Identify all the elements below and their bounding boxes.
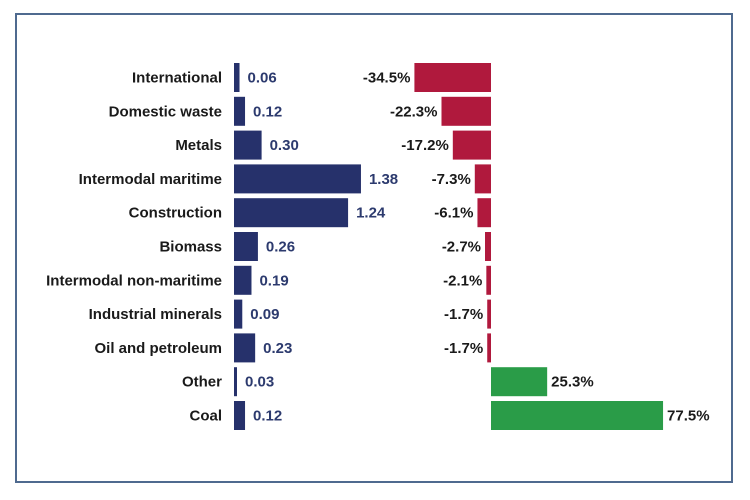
change-label-oil-and-petroleum: -1.7% [444,340,483,357]
category-label-metals: Metals [175,137,222,154]
value-label-international: 0.06 [248,70,277,87]
category-label-intermodal-non-maritime: Intermodal non-maritime [46,272,222,289]
change-label-other: 25.3% [551,374,594,391]
category-label-international: International [132,70,222,87]
value-bar-biomass [234,232,258,261]
value-bar-metals [234,130,262,160]
value-label-domestic-waste: 0.12 [253,103,282,120]
value-bar-intermodal-non-maritime [234,265,252,295]
change-bar-metals [452,130,491,160]
value-bar-intermodal-maritime [234,164,361,194]
value-bar-oil-and-petroleum [234,333,256,363]
value-label-coal: 0.12 [253,408,282,425]
change-bar-intermodal-non-maritime [486,265,491,295]
value-bar-international [234,63,240,92]
value-label-industrial-minerals: 0.09 [250,306,279,323]
change-label-metals: -17.2% [401,137,449,154]
value-label-construction: 1.24 [356,205,386,222]
change-label-international: -34.5% [363,70,411,87]
value-bar-industrial-minerals [234,299,243,329]
value-bar-coal [234,401,246,430]
category-label-construction: Construction [129,205,222,222]
category-label-industrial-minerals: Industrial minerals [89,306,222,323]
change-bar-oil-and-petroleum [487,333,491,363]
change-bar-coal [491,401,664,430]
change-label-coal: 77.5% [667,408,710,425]
change-label-construction: -6.1% [434,205,473,222]
change-bar-industrial-minerals [487,299,491,329]
change-bar-intermodal-maritime [474,164,491,194]
value-label-metals: 0.30 [270,137,299,154]
change-bar-construction [477,198,491,228]
change-bar-biomass [485,232,491,261]
value-label-intermodal-non-maritime: 0.19 [259,272,288,289]
change-label-intermodal-non-maritime: -2.1% [443,272,482,289]
category-label-domestic-waste: Domestic waste [109,103,222,120]
value-bar-domestic-waste [234,96,246,126]
change-label-intermodal-maritime: -7.3% [432,171,471,188]
value-label-biomass: 0.26 [266,239,295,256]
change-bar-other [491,367,548,397]
category-label-intermodal-maritime: Intermodal maritime [79,171,222,188]
change-bar-domestic-waste [441,96,491,126]
change-label-biomass: -2.7% [442,239,481,256]
change-label-industrial-minerals: -1.7% [444,306,483,323]
value-label-oil-and-petroleum: 0.23 [263,340,292,357]
category-label-other: Other [182,374,222,391]
value-bar-construction [234,198,349,228]
category-label-biomass: Biomass [159,239,222,256]
change-label-domestic-waste: -22.3% [390,103,438,120]
value-label-intermodal-maritime: 1.38 [369,171,398,188]
category-label-oil-and-petroleum: Oil and petroleum [94,340,222,357]
category-label-coal: Coal [189,408,222,425]
value-bar-other [234,367,237,397]
change-bar-international [414,63,491,92]
value-label-other: 0.03 [245,374,274,391]
